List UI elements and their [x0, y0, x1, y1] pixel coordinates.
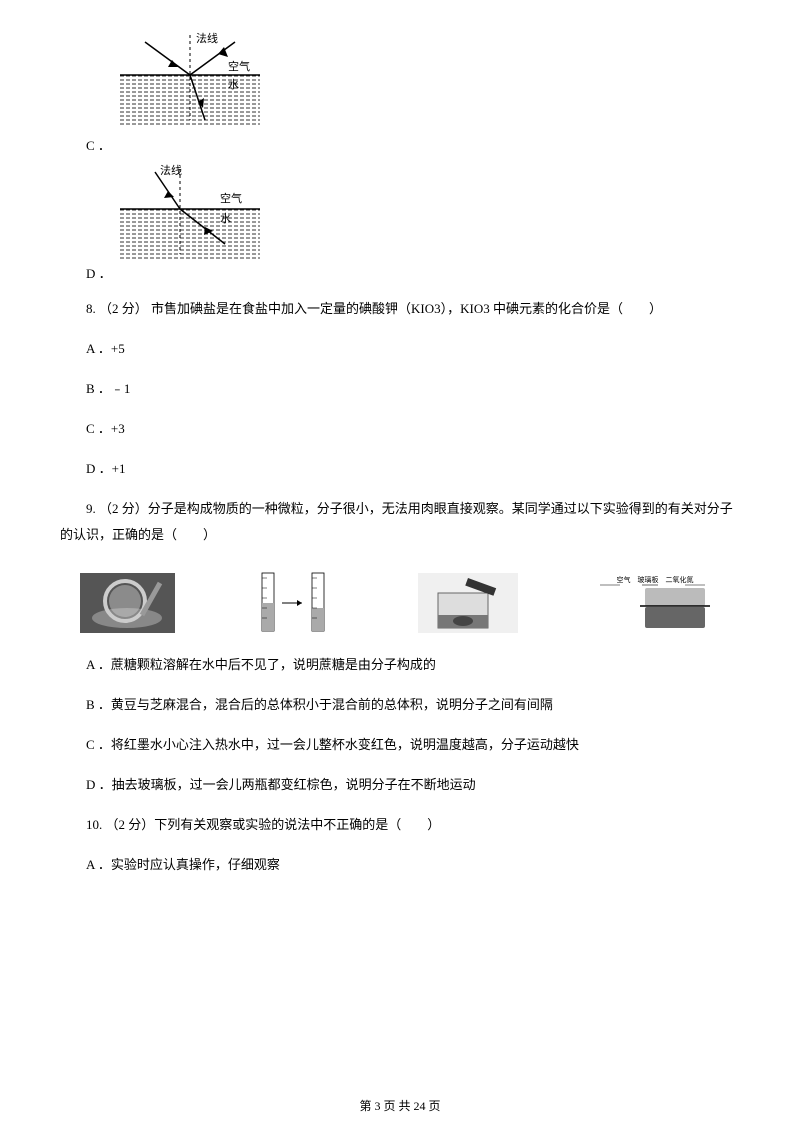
q8-option-d: D ．+1 — [60, 456, 740, 482]
svg-text:空气: 空气 — [228, 59, 250, 73]
q8-text: 8. （2 分） 市售加碘盐是在食盐中加入一定量的碘酸钾（KIO3），KIO3 … — [60, 296, 740, 322]
q9-option-a: A ．蔗糖颗粒溶解在水中后不见了，说明蔗糖是由分子构成的 — [60, 652, 740, 678]
page-footer: 第 3 页 共 24 页 — [60, 1097, 740, 1114]
refraction-diagram-c: 法线 空气 水 — [120, 30, 740, 129]
q8-option-b: B ．﹣1 — [60, 376, 740, 402]
q9-image-2 — [247, 568, 347, 638]
q9-option-d: D ．抽去玻璃板，过一会儿两瓶都变红棕色，说明分子在不断地运动 — [60, 772, 740, 798]
option-d-label: D ． — [60, 263, 740, 282]
q9-option-c: C ．将红墨水小心注入热水中，过一会儿整杯水变红色，说明温度越高，分子运动越快 — [60, 732, 740, 758]
option-c-label: C ． — [60, 135, 740, 154]
q9-images-row: 空气 玻璃板 二氧化氮 — [60, 568, 740, 638]
q9-text: 9. （2 分）分子是构成物质的一种微粒，分子很小，无法用肉眼直接观察。某同学通… — [60, 496, 740, 548]
q9-image-4: 空气 玻璃板 二氧化氮 — [590, 573, 720, 633]
refraction-diagram-d: 法线 空气 水 — [120, 164, 740, 263]
q9-image-1 — [80, 573, 175, 633]
q10-option-a: A ．实验时应认真操作，仔细观察 — [60, 852, 740, 878]
svg-text:水: 水 — [228, 78, 239, 91]
q9-option-b: B ．黄豆与芝麻混合，混合后的总体积小于混合前的总体积，说明分子之间有间隔 — [60, 692, 740, 718]
svg-text:法线: 法线 — [160, 164, 182, 177]
svg-text:水: 水 — [220, 212, 231, 225]
svg-text:空气: 空气 — [220, 191, 242, 205]
q9-image-3 — [418, 573, 518, 633]
q8-option-a: A ．+5 — [60, 336, 740, 362]
q10-text: 10. （2 分）下列有关观察或实验的说法中不正确的是（ ） — [60, 812, 740, 838]
q9-img4-labels: 空气 玻璃板 二氧化氮 — [616, 575, 693, 585]
q8-option-c: C ．+3 — [60, 416, 740, 442]
svg-text:法线: 法线 — [196, 31, 218, 45]
